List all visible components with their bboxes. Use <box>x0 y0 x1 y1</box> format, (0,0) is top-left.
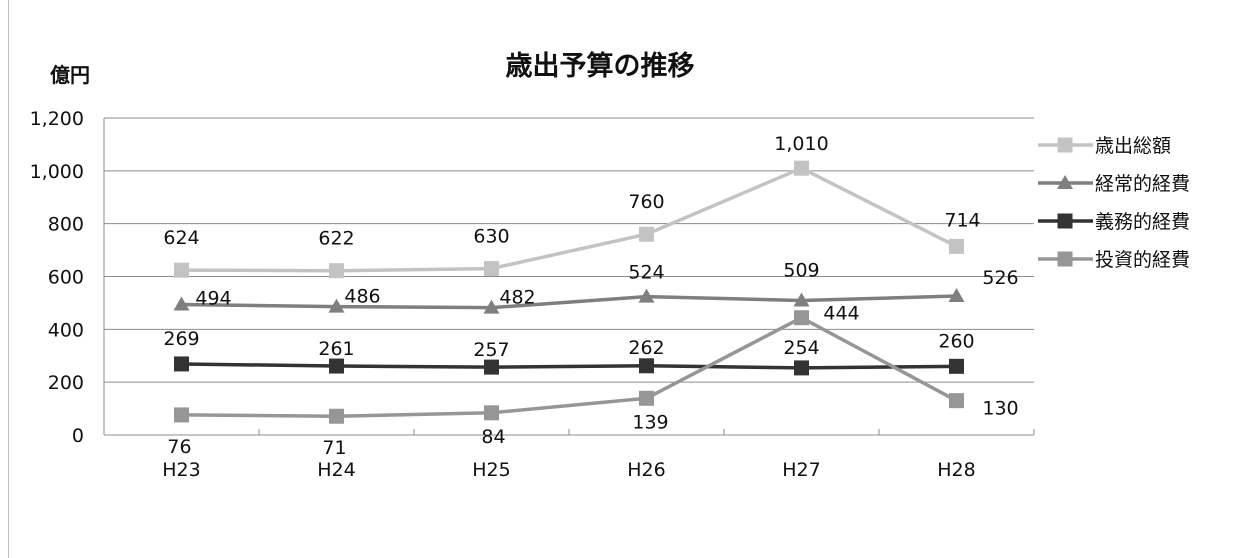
y-tick-label-600: 600 <box>48 267 84 289</box>
data-label-3-H24: 261 <box>318 338 354 360</box>
series-line-4 <box>181 315 958 418</box>
series-1 <box>174 160 964 279</box>
legend-item-4: 投資的経費 <box>1038 249 1190 271</box>
data-label-4-H23: 76 <box>167 436 191 458</box>
data-label-1-H24: 622 <box>318 228 354 250</box>
data-label-3-H26: 262 <box>628 337 664 359</box>
data-point-3-H28 <box>949 358 964 374</box>
data-point-3-H25 <box>484 359 499 375</box>
series-4 <box>174 310 964 424</box>
legend-label-2: 経常的経費 <box>1095 173 1190 195</box>
legend-marker-1 <box>1057 137 1073 153</box>
data-label-2-H25: 482 <box>499 287 535 309</box>
data-point-1-H25 <box>484 261 499 277</box>
series-3 <box>174 356 964 376</box>
x-tick-label-H26: H26 <box>627 459 665 481</box>
data-label-2-H28: 526 <box>982 267 1018 289</box>
series-line-1 <box>181 166 958 273</box>
series-lines <box>173 160 965 424</box>
legend-label-1: 歳出総額 <box>1095 135 1171 157</box>
data-label-3-H27: 254 <box>783 337 819 359</box>
data-label-2-H24: 486 <box>344 286 380 308</box>
data-labels: 624 622 630 760 1,010 714 494 486 482 524 509 526 26… <box>163 133 1018 459</box>
data-label-1-H25: 630 <box>473 226 509 248</box>
data-label-3-H23: 269 <box>163 328 199 350</box>
grid-lines <box>104 117 1034 383</box>
data-label-1-H27: 1,010 <box>774 133 828 155</box>
x-tick-label-H23: H23 <box>162 459 200 481</box>
data-label-4-H27: 444 <box>823 303 859 325</box>
data-point-1-H24 <box>329 263 344 279</box>
data-label-4-H25: 84 <box>481 426 505 448</box>
data-label-3-H28: 260 <box>938 330 974 352</box>
data-point-2-H28 <box>948 288 965 303</box>
legend-item-2: 経常的経費 <box>1038 173 1190 195</box>
legend-label-4: 投資的経費 <box>1095 249 1190 271</box>
series-2 <box>173 288 965 314</box>
data-point-4-H24 <box>329 408 344 424</box>
legend-item-1: 歳出総額 <box>1038 135 1171 157</box>
data-point-4-H28 <box>949 393 964 409</box>
y-tick-label-0: 0 <box>72 425 84 447</box>
data-label-4-H28: 130 <box>982 398 1018 420</box>
data-label-3-H25: 257 <box>473 339 509 361</box>
data-point-3-H23 <box>174 356 189 372</box>
chart-title: 歳出予算の推移 <box>506 50 695 82</box>
y-tick-label-400: 400 <box>48 319 84 341</box>
data-point-2-H25 <box>483 299 500 314</box>
data-point-2-H27 <box>793 292 810 307</box>
left-border-line <box>8 0 9 558</box>
data-label-4-H24: 71 <box>322 437 346 459</box>
legend-item-3: 義務的経費 <box>1038 211 1190 233</box>
y-tick-label-200: 200 <box>48 372 84 394</box>
legend-label-3: 義務的経費 <box>1095 211 1190 233</box>
y-tick-label-1,200: 1,200 <box>30 108 84 130</box>
x-tick-label-H25: H25 <box>472 459 510 481</box>
data-label-1-H26: 760 <box>628 191 664 213</box>
data-point-3-H26 <box>639 358 654 374</box>
data-label-1-H23: 624 <box>163 227 199 249</box>
data-point-2-H23 <box>173 296 190 311</box>
data-label-2-H26: 524 <box>628 262 664 284</box>
axes: 0 200 400 600 800 1,000 1,200 H23 H24 H25 H26 H27 H2… <box>30 108 1035 481</box>
data-point-4-H26 <box>639 390 654 406</box>
x-tick-label-H24: H24 <box>317 459 355 481</box>
x-tick-label-H27: H27 <box>782 459 820 481</box>
legend-marker-3 <box>1057 213 1073 229</box>
x-tick-label-H28: H28 <box>937 459 975 481</box>
series-line-2 <box>181 294 957 310</box>
legend-marker-4 <box>1057 251 1073 267</box>
data-point-2-H26 <box>638 288 655 303</box>
series-line-3 <box>181 362 957 370</box>
legend-marker-2 <box>1057 175 1073 189</box>
data-point-4-H27 <box>794 310 809 326</box>
data-label-1-H28: 714 <box>944 209 980 231</box>
data-point-1-H28 <box>949 238 964 254</box>
data-point-3-H27 <box>794 360 809 376</box>
y-tick-label-800: 800 <box>48 214 84 236</box>
y-axis-unit-label: 億円 <box>50 63 90 87</box>
data-point-1-H27 <box>794 160 809 176</box>
y-tick-label-1,000: 1,000 <box>30 161 84 183</box>
data-point-2-H24 <box>328 298 345 313</box>
data-point-4-H23 <box>174 407 189 423</box>
data-point-3-H24 <box>329 358 344 374</box>
data-point-1-H23 <box>174 262 189 278</box>
data-label-2-H23: 494 <box>195 288 231 310</box>
data-point-1-H26 <box>639 226 654 242</box>
data-label-4-H26: 139 <box>632 411 668 433</box>
data-point-4-H25 <box>484 405 499 421</box>
data-label-2-H27: 509 <box>783 260 819 282</box>
